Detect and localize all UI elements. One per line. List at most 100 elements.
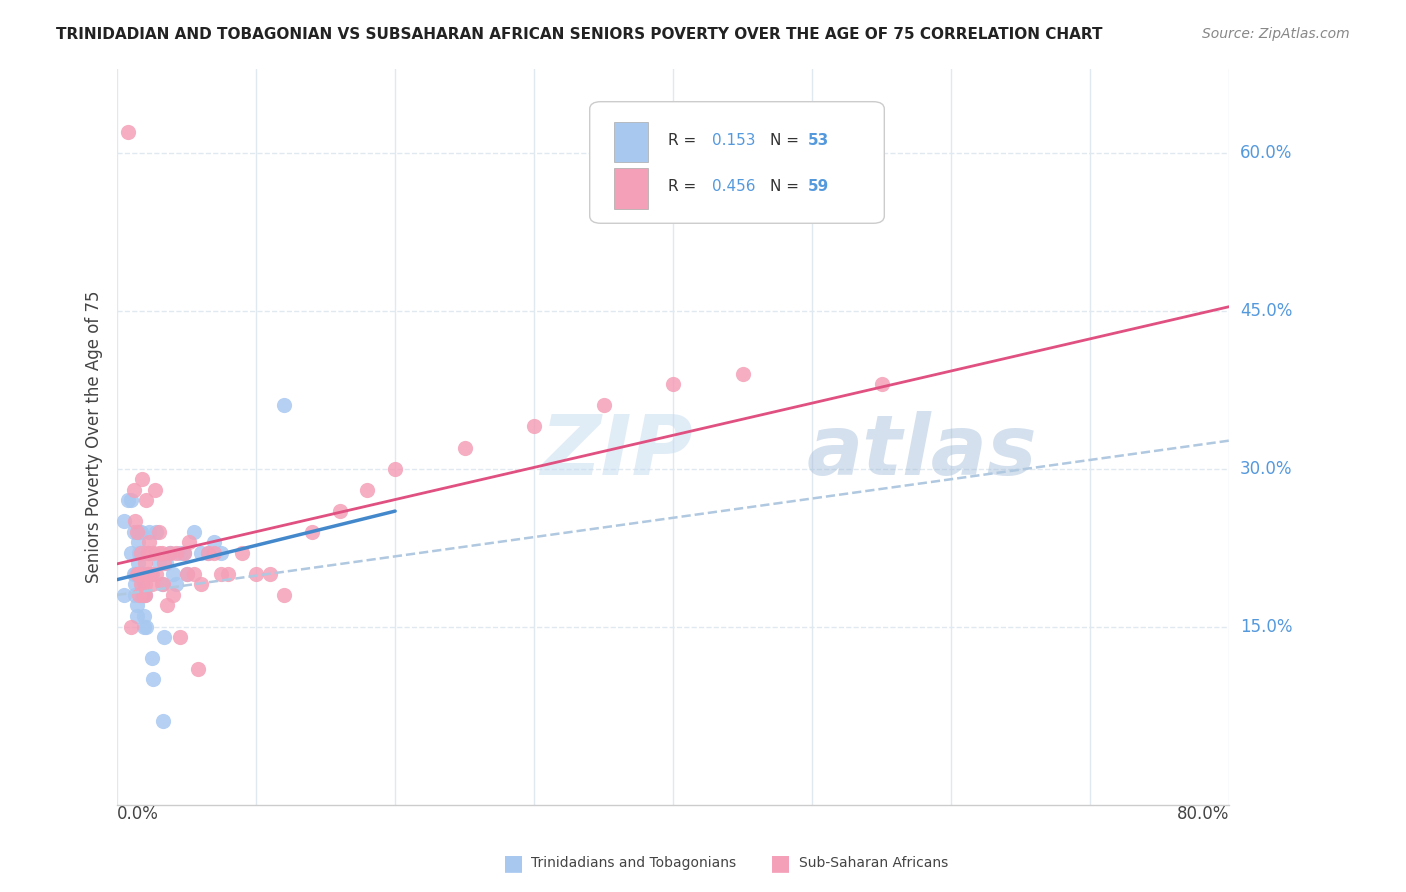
Point bbox=[148, 557, 170, 571]
Text: 15.0%: 15.0% bbox=[1240, 617, 1292, 635]
Text: N =: N = bbox=[770, 179, 799, 194]
Point bbox=[125, 609, 148, 624]
Point bbox=[141, 651, 163, 665]
Text: N =: N = bbox=[770, 133, 799, 147]
Point bbox=[592, 399, 614, 413]
Point bbox=[156, 599, 179, 613]
Point bbox=[128, 588, 150, 602]
Point bbox=[197, 546, 219, 560]
Point bbox=[142, 546, 165, 560]
Point bbox=[134, 588, 156, 602]
Point bbox=[122, 483, 145, 497]
Text: 53: 53 bbox=[807, 133, 830, 147]
Point bbox=[190, 577, 212, 591]
Point bbox=[125, 599, 148, 613]
Point bbox=[112, 588, 135, 602]
Point bbox=[183, 566, 205, 581]
Point bbox=[128, 566, 150, 581]
Point bbox=[134, 588, 156, 602]
Point bbox=[209, 546, 232, 560]
Point bbox=[127, 557, 149, 571]
Point bbox=[150, 577, 173, 591]
Point bbox=[273, 588, 295, 602]
Point bbox=[141, 566, 163, 581]
Point bbox=[134, 546, 156, 560]
Point bbox=[173, 546, 195, 560]
Point bbox=[197, 546, 219, 560]
Point bbox=[128, 524, 150, 539]
Point bbox=[120, 546, 142, 560]
Point bbox=[231, 546, 253, 560]
Point bbox=[245, 566, 267, 581]
Point bbox=[138, 535, 160, 549]
Point bbox=[453, 441, 475, 455]
Point bbox=[128, 566, 150, 581]
Point bbox=[125, 524, 148, 539]
Text: 45.0%: 45.0% bbox=[1240, 301, 1292, 319]
Point bbox=[129, 546, 152, 560]
Point bbox=[204, 546, 226, 560]
FancyBboxPatch shape bbox=[589, 102, 884, 223]
Point bbox=[187, 662, 209, 676]
Text: Source: ZipAtlas.com: Source: ZipAtlas.com bbox=[1202, 27, 1350, 41]
Point bbox=[356, 483, 378, 497]
Text: ■: ■ bbox=[503, 854, 523, 873]
Point bbox=[179, 535, 201, 549]
Point bbox=[217, 566, 239, 581]
Point bbox=[120, 493, 142, 508]
Point bbox=[384, 461, 406, 475]
Point bbox=[662, 377, 685, 392]
Point bbox=[273, 399, 295, 413]
Text: Sub-Saharan Africans: Sub-Saharan Africans bbox=[799, 856, 948, 871]
Text: 59: 59 bbox=[807, 179, 830, 194]
Point bbox=[127, 535, 149, 549]
Point bbox=[132, 588, 155, 602]
Point bbox=[136, 546, 159, 560]
Text: atlas: atlas bbox=[807, 411, 1038, 492]
Point bbox=[259, 566, 281, 581]
Point bbox=[112, 514, 135, 528]
Point bbox=[301, 524, 323, 539]
Point bbox=[138, 524, 160, 539]
Point bbox=[148, 546, 170, 560]
Point bbox=[135, 619, 157, 633]
Point bbox=[127, 566, 149, 581]
Point bbox=[143, 483, 166, 497]
Point bbox=[328, 504, 350, 518]
Text: R =: R = bbox=[668, 133, 700, 147]
Point bbox=[141, 577, 163, 591]
Point bbox=[117, 493, 139, 508]
Point bbox=[145, 524, 167, 539]
Text: 30.0%: 30.0% bbox=[1240, 459, 1292, 477]
Point bbox=[142, 672, 165, 686]
Point bbox=[176, 566, 198, 581]
Point bbox=[134, 566, 156, 581]
Point bbox=[731, 367, 754, 381]
Point bbox=[131, 588, 153, 602]
Point bbox=[169, 546, 191, 560]
FancyBboxPatch shape bbox=[614, 168, 648, 209]
Point bbox=[183, 524, 205, 539]
Point bbox=[129, 524, 152, 539]
Point bbox=[152, 714, 174, 729]
Point bbox=[153, 630, 176, 644]
Point bbox=[122, 524, 145, 539]
Point bbox=[870, 377, 893, 392]
Y-axis label: Seniors Poverty Over the Age of 75: Seniors Poverty Over the Age of 75 bbox=[86, 291, 103, 583]
Point bbox=[145, 566, 167, 581]
FancyBboxPatch shape bbox=[614, 121, 648, 162]
Point bbox=[124, 514, 146, 528]
Point bbox=[523, 419, 546, 434]
Point bbox=[135, 493, 157, 508]
Point bbox=[134, 557, 156, 571]
Point bbox=[169, 630, 191, 644]
Point bbox=[204, 535, 226, 549]
Point bbox=[159, 546, 181, 560]
Point bbox=[124, 577, 146, 591]
Text: 0.153: 0.153 bbox=[711, 133, 755, 147]
Text: ZIP: ZIP bbox=[540, 411, 692, 492]
Point bbox=[131, 472, 153, 486]
Point bbox=[131, 577, 153, 591]
Point bbox=[125, 566, 148, 581]
Point bbox=[124, 588, 146, 602]
